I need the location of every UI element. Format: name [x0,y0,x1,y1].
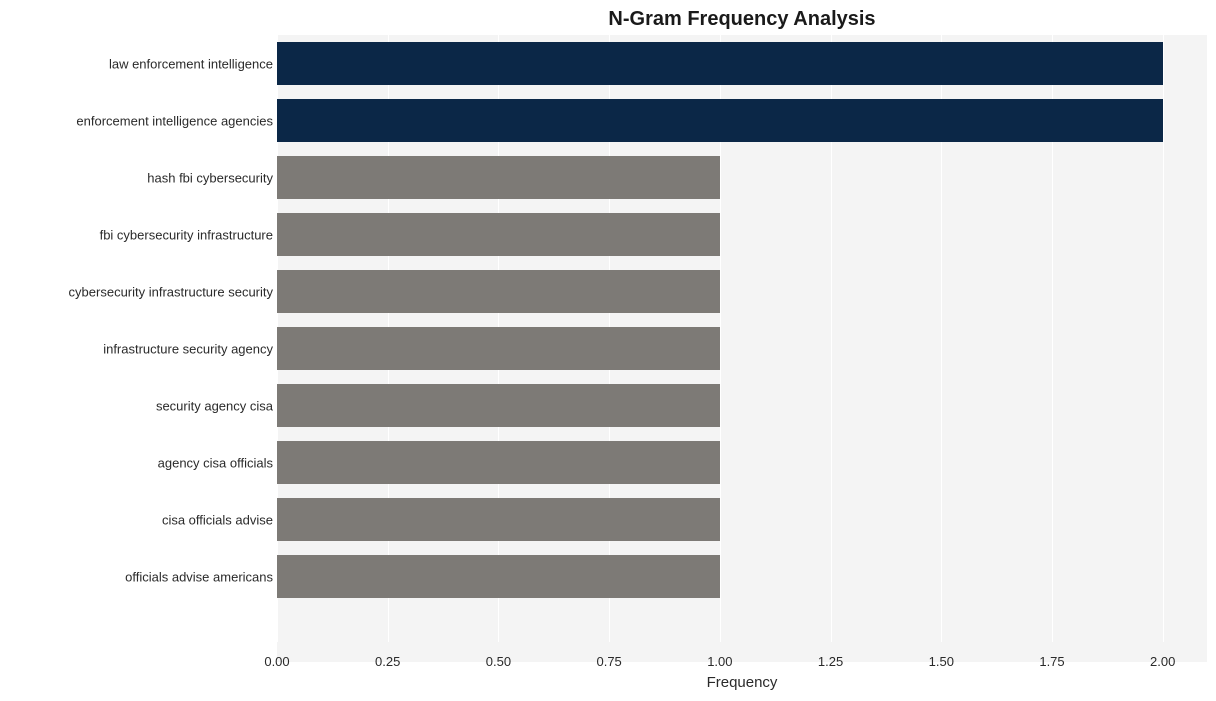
x-tick-label: 1.50 [929,654,954,669]
ngram-frequency-chart: N-Gram Frequency Analysis law enforcemen… [0,0,1216,701]
x-axis-label: Frequency [277,674,1207,691]
bar [277,327,720,370]
bar [277,42,1163,85]
bar [277,498,720,541]
plot-area [277,35,1207,642]
chart-title: N-Gram Frequency Analysis [277,8,1207,31]
x-tick-label: 0.50 [486,654,511,669]
x-tick-label: 0.00 [264,654,289,669]
bar [277,270,720,313]
bar [277,441,720,484]
y-tick-label: security agency cisa [156,398,273,413]
x-tick-label: 1.00 [707,654,732,669]
bar [277,156,720,199]
y-tick-label: fbi cybersecurity infrastructure [100,227,273,242]
y-tick-label: enforcement intelligence agencies [76,113,273,128]
bar [277,384,720,427]
y-tick-label: infrastructure security agency [103,341,273,356]
bar [277,99,1163,142]
y-tick-label: officials advise americans [125,569,273,584]
bar [277,555,720,598]
x-tick-label: 0.75 [596,654,621,669]
x-tick-label: 2.00 [1150,654,1175,669]
x-tick-label: 1.25 [818,654,843,669]
y-tick-label: hash fbi cybersecurity [147,170,273,185]
y-tick-label: cisa officials advise [162,512,273,527]
bars [277,35,1207,642]
y-tick-label: cybersecurity infrastructure security [69,284,273,299]
bar [277,213,720,256]
y-axis-labels: law enforcement intelligence enforcement … [0,35,277,642]
y-tick-label: law enforcement intelligence [109,56,273,71]
x-tick-label: 1.75 [1039,654,1064,669]
y-tick-label: agency cisa officials [158,455,273,470]
x-tick-label: 0.25 [375,654,400,669]
